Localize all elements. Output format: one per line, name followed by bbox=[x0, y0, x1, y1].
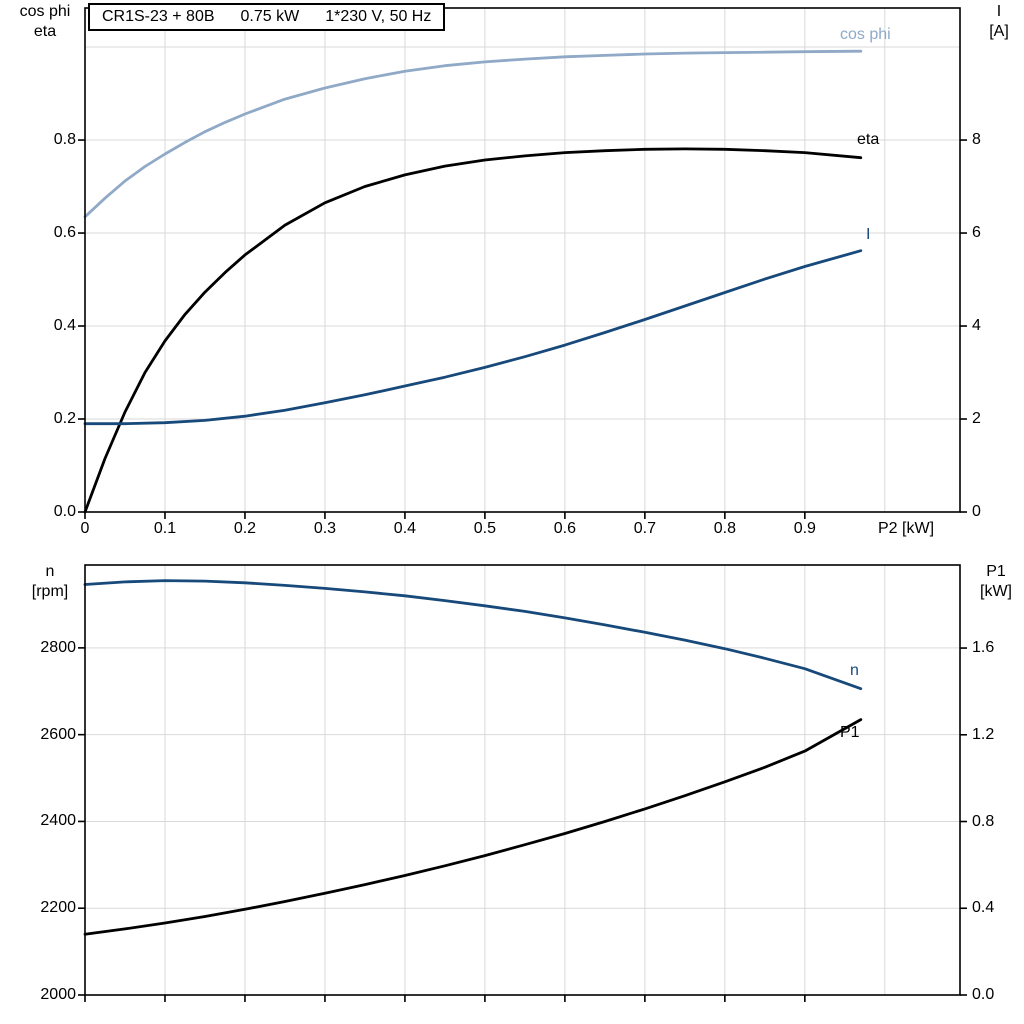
top-left-axis-title: cos phi eta bbox=[8, 2, 82, 42]
plot-frame bbox=[84, 564, 961, 996]
y-tick-label-left: 0.4 bbox=[53, 317, 76, 335]
axis-title-line: I bbox=[996, 3, 1002, 20]
y-tick-label-right: 0.0 bbox=[972, 986, 995, 1003]
supply-voltage-label: 1*230 V, 50 Hz bbox=[325, 8, 432, 25]
curve-label-current: I bbox=[866, 226, 871, 243]
chart-title-box: CR1S-23 + 80B 0.75 kW 1*230 V, 50 Hz bbox=[88, 3, 446, 31]
y-tick-label-left: 2400 bbox=[40, 812, 76, 830]
pump-model-label: CR1S-23 + 80B bbox=[102, 8, 215, 25]
subplot-0 bbox=[78, 7, 967, 519]
y-tick-label-right: 1.2 bbox=[972, 725, 995, 743]
y-tick-label-right: 8 bbox=[972, 131, 981, 149]
axis-title-line: P1 bbox=[986, 563, 1006, 580]
axis-title-line: n bbox=[45, 563, 55, 580]
x-tick-label: 0.1 bbox=[153, 520, 177, 537]
x-tick-label: 0.4 bbox=[393, 520, 417, 537]
x-tick-label: 0.7 bbox=[633, 520, 656, 537]
plot-frame bbox=[84, 7, 961, 513]
curve-eta bbox=[83, 147, 863, 514]
axis-title-line: cos phi bbox=[19, 3, 71, 20]
bottom-left-axis-title: n [rpm] bbox=[16, 562, 84, 602]
y-tick-label-right: 6 bbox=[972, 224, 981, 242]
y-tick-label-right: 4 bbox=[972, 317, 981, 335]
x-tick-label: 0.3 bbox=[313, 520, 337, 537]
x-axis-title: P2 [kW] bbox=[878, 520, 935, 537]
y-tick-label-left: 2600 bbox=[40, 725, 76, 743]
y-tick-label-right: 0.8 bbox=[972, 812, 995, 830]
y-tick-label-left: 0.0 bbox=[53, 503, 76, 520]
x-tick-label: 0.2 bbox=[233, 520, 257, 537]
axis-title-line: [rpm] bbox=[31, 583, 69, 600]
y-tick-label-left: 2000 bbox=[40, 986, 76, 1003]
axis-title-line: [A] bbox=[989, 23, 1009, 40]
y-tick-label-left: 0.6 bbox=[53, 224, 76, 242]
y-tick-label-right: 0.4 bbox=[972, 899, 995, 917]
y-tick-label-right: 0 bbox=[972, 503, 981, 520]
curve-cos-phi bbox=[83, 49, 863, 219]
y-tick-label-left: 2200 bbox=[40, 899, 76, 917]
x-tick-label: 0.5 bbox=[473, 520, 497, 537]
x-tick-label: 0.9 bbox=[793, 520, 816, 537]
motor-power-label: 0.75 kW bbox=[240, 8, 300, 25]
curve-current bbox=[83, 249, 863, 426]
y-tick-label-right: 1.6 bbox=[972, 639, 995, 657]
curve-label-eta: eta bbox=[857, 131, 880, 148]
curve-label-speed: n bbox=[850, 662, 859, 679]
y-tick-label-left: 0.8 bbox=[53, 131, 76, 149]
x-tick-label: 0.8 bbox=[713, 520, 736, 537]
top-right-axis-title: I [A] bbox=[976, 2, 1022, 42]
y-tick-label-left: 0.2 bbox=[53, 410, 76, 427]
bottom-right-axis-title: P1 [kW] bbox=[970, 562, 1022, 602]
y-tick-label-left: 2800 bbox=[40, 638, 76, 656]
curve-label-p1: P1 bbox=[840, 724, 860, 741]
axis-title-line: eta bbox=[33, 23, 57, 40]
curve-speed bbox=[83, 579, 863, 691]
x-tick-label: 0 bbox=[80, 520, 90, 537]
curve-label-cos-phi: cos phi bbox=[840, 26, 891, 43]
axis-title-line: [kW] bbox=[980, 583, 1012, 600]
curve-p1 bbox=[83, 718, 863, 936]
subplot-1 bbox=[78, 564, 967, 1002]
y-tick-label-right: 2 bbox=[972, 410, 981, 427]
x-tick-label: 0.6 bbox=[553, 520, 576, 537]
